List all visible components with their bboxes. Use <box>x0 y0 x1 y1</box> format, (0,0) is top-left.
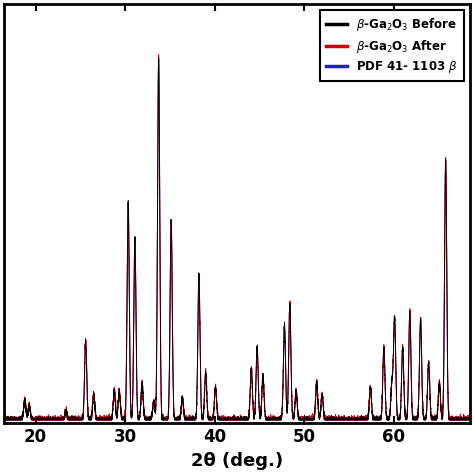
Legend: $\beta$-Ga$_2$O$_3$ Before, $\beta$-Ga$_2$O$_3$ After, PDF 41- 1103 $\beta$: $\beta$-Ga$_2$O$_3$ Before, $\beta$-Ga$_… <box>319 10 464 82</box>
X-axis label: 2θ (deg.): 2θ (deg.) <box>191 452 283 470</box>
